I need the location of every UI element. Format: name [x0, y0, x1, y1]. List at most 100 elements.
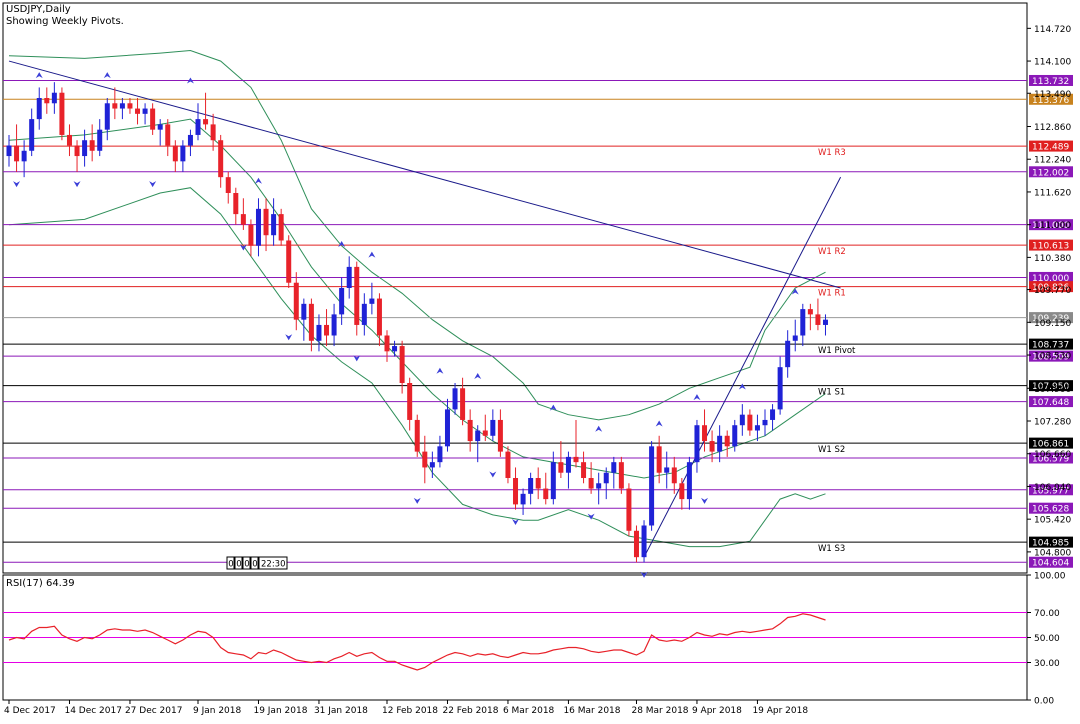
- candle-body-bear: [233, 193, 239, 215]
- price-axis-tick-label: 114.100: [1034, 58, 1071, 68]
- candle-body-bear: [671, 467, 677, 484]
- candle-body-bear: [354, 266, 360, 325]
- candle-body-bear: [135, 108, 141, 114]
- candle-body-bear: [807, 309, 813, 315]
- time-axis-label: 9 Apr 2018: [692, 706, 742, 716]
- pivot-price-box: [1029, 219, 1073, 231]
- pivot-price-box: [1029, 74, 1073, 86]
- candle-body-bull: [339, 288, 345, 315]
- timer-digit: 0: [228, 560, 233, 570]
- time-axis-label: 28 Mar 2018: [631, 706, 688, 716]
- price-axis-tick-label: 114.720: [1034, 25, 1071, 35]
- candle-body-bull: [762, 419, 768, 426]
- candle-body-bull: [82, 140, 88, 157]
- candle-body-bull: [346, 266, 352, 288]
- candle-body-bull: [21, 150, 27, 162]
- candle-body-bull: [611, 462, 617, 473]
- bollinger-upper-band: [8, 49, 826, 421]
- timer-digit: 0: [236, 560, 241, 570]
- price-axis-tick-label: 104.800: [1034, 548, 1071, 558]
- rsi-axis-tick-label: 70.00: [1034, 609, 1060, 619]
- fractal-up-arrow: [254, 177, 262, 184]
- candle-body-bear: [59, 92, 65, 135]
- pivot-price-label: 107.648: [1032, 398, 1069, 408]
- pivot-price-label: 106.579: [1032, 454, 1069, 464]
- pivot-price-label: 113.376: [1032, 96, 1069, 106]
- price-axis-tick-label: 109.150: [1034, 319, 1071, 329]
- rsi-line: [8, 613, 826, 671]
- timer-digit-box: [250, 556, 259, 570]
- pivot-price-label: 107.950: [1032, 382, 1069, 392]
- candle-body-bull: [686, 462, 692, 500]
- fractal-down-arrow: [285, 334, 293, 341]
- fractal-up-arrow: [595, 425, 603, 432]
- pivot-price-label: 112.002: [1032, 168, 1069, 178]
- rsi-axis-tick-label: 30.00: [1034, 659, 1060, 669]
- candle-body-bull: [392, 346, 398, 352]
- price-axis-tick-label: 107.900: [1034, 385, 1071, 395]
- price-axis-tick-label: 107.280: [1034, 418, 1071, 428]
- fractal-up-arrow: [693, 394, 701, 401]
- pivot-price-box: [1029, 338, 1073, 350]
- candle-body-bear: [203, 119, 209, 125]
- candle-body-bear: [626, 488, 632, 531]
- time-axis-label: 9 Jan 2018: [193, 706, 241, 716]
- fractal-down-arrow: [701, 497, 709, 504]
- candle-body-bull: [739, 414, 745, 426]
- candle-body-bear: [263, 208, 269, 236]
- pivot-price-box: [1029, 452, 1073, 464]
- candle-body-bear: [74, 145, 80, 157]
- candle-body-bull: [777, 367, 783, 410]
- candle-body-bear: [482, 430, 488, 436]
- candlesticks: [6, 82, 828, 563]
- candle-body-bull: [29, 119, 35, 151]
- candle-body-bull: [331, 314, 337, 336]
- candle-body-bull: [475, 430, 481, 442]
- pivot-name-label: W1 S2: [818, 445, 845, 455]
- pivot-price-label: 112.489: [1032, 143, 1069, 153]
- pivot-price-label: 113.732: [1032, 77, 1069, 87]
- candle-body-bull: [437, 446, 443, 463]
- candle-body-bear: [573, 456, 579, 463]
- fractal-up-arrow: [186, 77, 194, 84]
- candle-body-bear: [535, 478, 541, 489]
- timer-digit-box: [234, 556, 243, 570]
- pivot-price-box: [1029, 350, 1073, 362]
- bollinger-lower-band: [8, 187, 826, 548]
- candle-body-bull: [97, 129, 103, 151]
- price-axis-tick-label: 113.490: [1034, 90, 1071, 100]
- candle-body-bull: [271, 214, 277, 236]
- candle-body-bear: [240, 214, 246, 225]
- timer-digit-box: [226, 556, 235, 570]
- candle-body-bear: [210, 124, 216, 141]
- candle-body-bull: [142, 108, 148, 114]
- pivot-price-box: [1029, 396, 1073, 408]
- candle-body-bull: [452, 388, 458, 410]
- pivot-price-box: [1029, 93, 1073, 105]
- fractal-up-arrow: [655, 420, 663, 427]
- candle-body-bear: [497, 419, 503, 452]
- pivot-price-box: [1029, 271, 1073, 283]
- time-axis-label: 14 Dec 2017: [64, 706, 122, 716]
- candle-body-bear: [14, 145, 20, 162]
- candle-body-bear: [165, 124, 171, 146]
- candle-body-bull: [301, 303, 307, 320]
- candle-body-bull: [316, 324, 322, 341]
- time-axis-label: 4 Dec 2017: [4, 706, 56, 716]
- candle-body-bull: [664, 467, 670, 473]
- pivot-name-label: W1 R2: [818, 247, 846, 257]
- candle-body-bull: [444, 409, 450, 447]
- candle-body-bull: [36, 98, 42, 120]
- candle-body-bear: [384, 335, 390, 352]
- fractal-down-arrow: [353, 355, 361, 362]
- rsi-axis-tick-label: 0.00: [1034, 697, 1054, 707]
- current-price-box: [1029, 312, 1073, 324]
- price-axis-tick-label: 112.860: [1034, 123, 1071, 133]
- fractal-up-arrow: [338, 241, 346, 248]
- candle-body-bull: [565, 456, 571, 473]
- time-axis-label: 31 Jan 2018: [314, 706, 368, 716]
- pivot-price-box: [1029, 281, 1073, 293]
- time-axis-label: 6 Mar 2018: [503, 706, 555, 716]
